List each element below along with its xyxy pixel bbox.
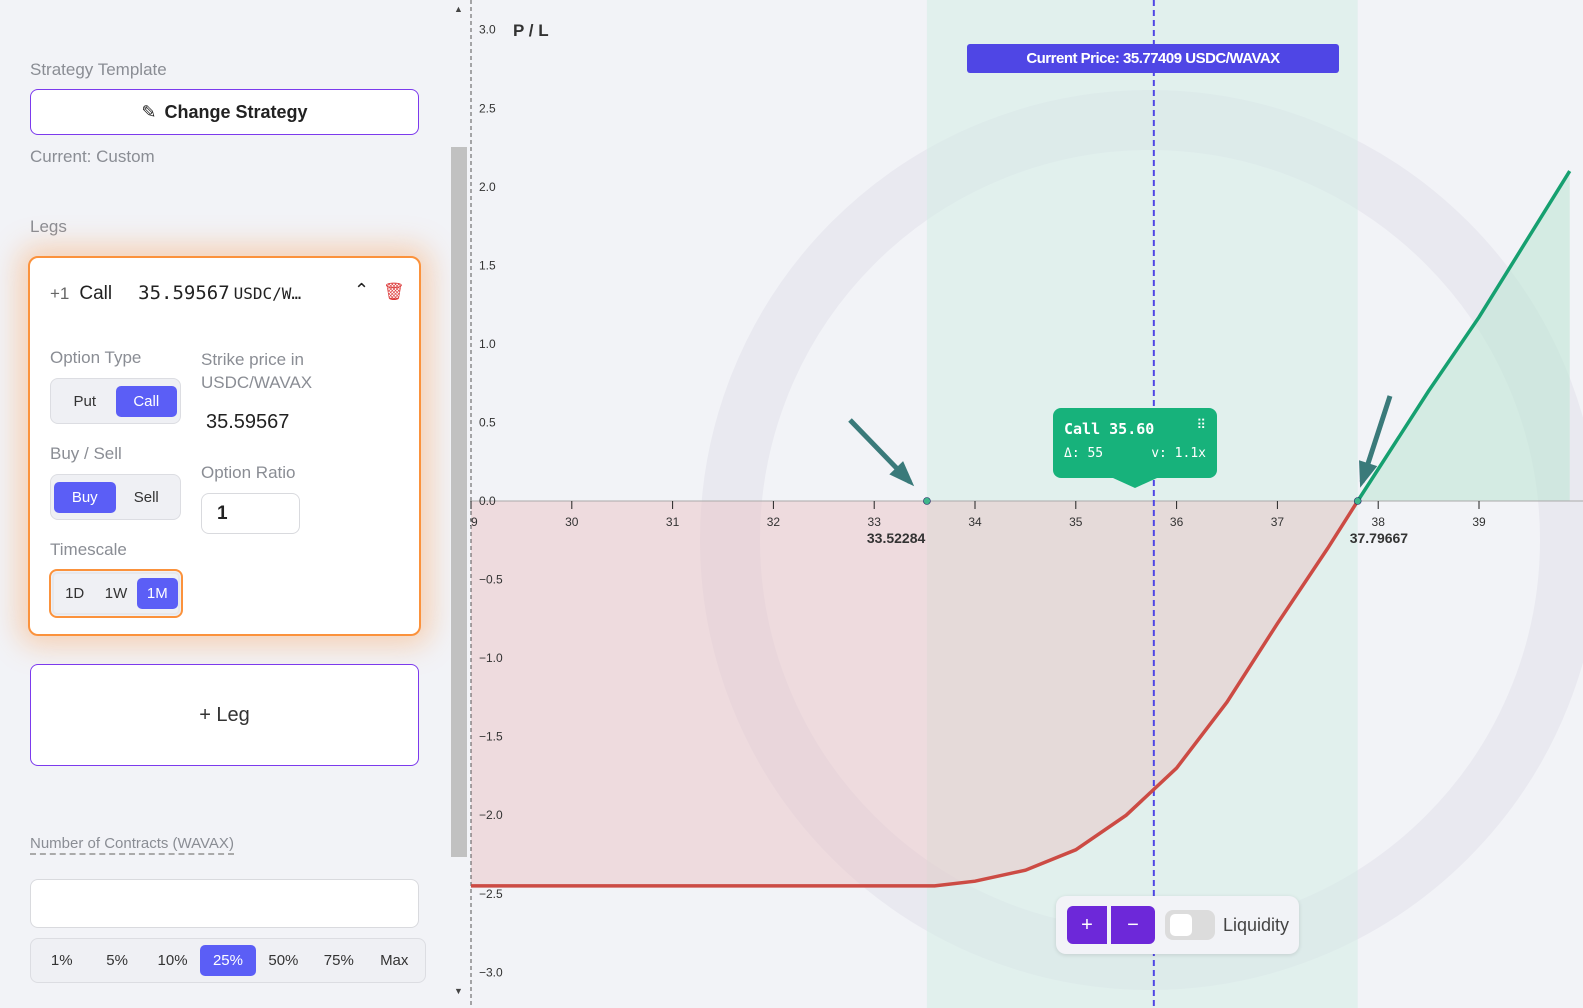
- add-leg-button[interactable]: + Leg: [30, 664, 419, 766]
- breakeven-point: [1353, 497, 1362, 505]
- x-tick-label: 29: [470, 515, 478, 529]
- scrollbar-thumb[interactable]: [451, 147, 467, 857]
- current-price-label: Current Price: 35.77409 USDC/WAVAX: [967, 44, 1339, 73]
- y-tick-label: −2.0: [479, 808, 503, 822]
- chart-controls: + − Liquidity: [1056, 896, 1299, 954]
- percent-option-50[interactable]: 50%: [268, 952, 299, 969]
- buy-sell-label: Buy / Sell: [50, 444, 122, 463]
- timescale-1d[interactable]: 1D: [65, 585, 85, 602]
- option-ratio-input[interactable]: 1: [201, 493, 300, 534]
- current-strategy: Current: Custom: [30, 147, 155, 166]
- sell-option[interactable]: Sell: [133, 488, 159, 506]
- y-tick-label: −1.5: [479, 730, 503, 744]
- buy-sell-toggle: Buy Sell: [50, 474, 181, 520]
- strike-price-label: Strike price in USDC/WAVAX: [201, 350, 313, 392]
- percent-option-10[interactable]: 10%: [157, 952, 188, 969]
- arrow-head-icon: [1359, 460, 1378, 488]
- x-tick-label: 33: [868, 515, 882, 529]
- timescale-toggle: 1D 1W 1M: [49, 569, 183, 618]
- liquidity-toggle[interactable]: [1165, 910, 1215, 940]
- x-tick-label: 36: [1170, 515, 1184, 529]
- x-tick-label: 31: [666, 515, 680, 529]
- pencil-icon: ✎: [141, 101, 157, 122]
- breakeven-point: [923, 497, 931, 505]
- y-tick-label: −1.0: [479, 651, 503, 665]
- leg-quantity: +1: [50, 284, 70, 303]
- y-tick-label: 2.0: [479, 180, 496, 194]
- y-tick-label: 1.5: [479, 258, 496, 272]
- change-strategy-button[interactable]: ✎ Change Strategy: [30, 89, 419, 135]
- y-tick-label: 0.5: [479, 415, 496, 429]
- timescale-label: Timescale: [50, 540, 127, 559]
- timescale-1m[interactable]: 1M: [136, 578, 178, 609]
- x-tick-label: 30: [565, 515, 579, 529]
- percent-option-1[interactable]: 1%: [50, 952, 73, 969]
- profit-area: [1357, 171, 1570, 501]
- tooltip-delta: Δ: 55: [1064, 446, 1104, 461]
- loss-curve: [471, 500, 1360, 888]
- trash-icon[interactable]: 🗑: [383, 282, 405, 301]
- pl-chart[interactable]: 3.0 2.5 2.0 1.5 1.0 0.5 0.0 −0.5 −1.0 −1.5 −2.0 −2.…: [470, 0, 1583, 1008]
- x-tick-label: 35: [1069, 515, 1083, 529]
- tooltip-title: Call 35.60: [1064, 420, 1155, 438]
- leg-card: +1 Call 35.59567 USDC/W… ⌃ 🗑 Option Type…: [28, 256, 421, 636]
- x-tick-label: 38: [1372, 515, 1386, 529]
- loss-area: [471, 501, 1358, 886]
- percent-option-5[interactable]: 5%: [106, 952, 128, 969]
- change-strategy-label: Change Strategy: [164, 101, 308, 122]
- y-tick-label: 0.0: [479, 494, 496, 508]
- percent-option-25[interactable]: 25%: [200, 945, 256, 976]
- timescale-1w[interactable]: 1W: [104, 585, 128, 602]
- x-tick-label: 37: [1271, 515, 1285, 529]
- contracts-input[interactable]: [30, 879, 419, 928]
- y-tick-label: 3.0: [479, 23, 496, 37]
- breakeven-label: 33.52284: [867, 530, 926, 546]
- y-tick-label: −0.5: [479, 573, 503, 587]
- x-tick-label: 34: [968, 515, 982, 529]
- y-tick-label: −2.5: [479, 887, 503, 901]
- y-axis-label: P / L: [513, 21, 549, 40]
- percent-option-Max[interactable]: Max: [380, 952, 409, 969]
- leg-type: Call: [79, 283, 113, 304]
- liquidity-label: Liquidity: [1223, 914, 1290, 935]
- percent-option-75[interactable]: 75%: [323, 952, 354, 969]
- scroll-down-icon[interactable]: ▼: [454, 986, 463, 996]
- strategy-template-label: Strategy Template: [30, 60, 167, 79]
- x-tick-label: 39: [1472, 515, 1486, 529]
- arrow-head-icon: [889, 461, 915, 487]
- drag-handle-icon[interactable]: ⠿: [1196, 418, 1206, 433]
- legs-label: Legs: [30, 217, 67, 236]
- option-ratio-label: Option Ratio: [201, 463, 296, 482]
- call-option[interactable]: Call: [115, 385, 177, 417]
- leg-strike-summary: 35.59567: [138, 282, 230, 304]
- x-tick-label: 32: [767, 515, 781, 529]
- strike-price-input[interactable]: 35.59567: [206, 411, 290, 433]
- tooltip-vol: v: 1.1x: [1151, 446, 1206, 461]
- y-tick-label: −3.0: [479, 965, 503, 979]
- y-tick-label: 1.0: [479, 337, 496, 351]
- contracts-label: Number of Contracts (WAVAX): [30, 835, 234, 855]
- buy-option[interactable]: Buy: [54, 481, 116, 513]
- put-option[interactable]: Put: [73, 392, 96, 410]
- leg-unit-summary: USDC/W…: [233, 284, 302, 303]
- option-type-label: Option Type: [50, 348, 142, 367]
- chevron-up-icon[interactable]: ⌃: [354, 280, 370, 300]
- profit-curve: [1356, 170, 1572, 502]
- zoom-in-button[interactable]: +: [1067, 906, 1107, 944]
- panel-scrollbar[interactable]: ▲ ▼: [450, 0, 469, 1008]
- scroll-up-icon[interactable]: ▲: [454, 4, 463, 14]
- zoom-out-button[interactable]: −: [1111, 906, 1155, 944]
- pl-chart-svg: 3.0 2.5 2.0 1.5 1.0 0.5 0.0 −0.5 −1.0 −1.5 −2.0 −2.…: [470, 0, 1583, 1008]
- option-type-toggle: Put Call: [50, 378, 181, 424]
- strategy-panel: Strategy Template ✎ Change Strategy Curr…: [0, 0, 450, 1008]
- leg-tooltip[interactable]: Call 35.60 ⠿ Δ: 55 v: 1.1x: [1053, 408, 1217, 488]
- percent-selector: 1% 5% 10% 25% 50% 75% Max: [30, 938, 426, 983]
- y-tick-label: 2.5: [479, 101, 496, 115]
- breakeven-label: 37.79667: [1350, 530, 1409, 546]
